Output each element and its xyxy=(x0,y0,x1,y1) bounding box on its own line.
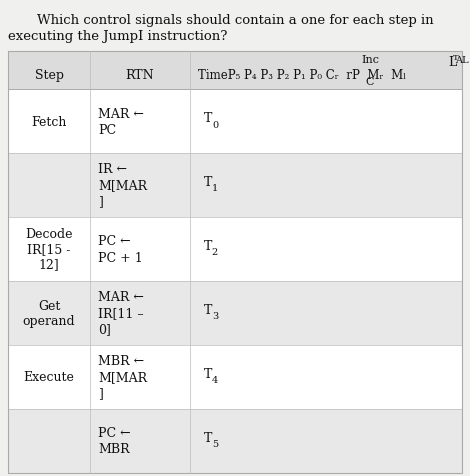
Text: 1: 1 xyxy=(212,184,218,193)
Text: AL: AL xyxy=(455,56,469,65)
Bar xyxy=(8,345,462,409)
Text: T: T xyxy=(204,176,212,189)
Text: T: T xyxy=(204,304,212,317)
Text: 0: 0 xyxy=(212,120,218,129)
Bar xyxy=(8,409,462,473)
Text: L: L xyxy=(448,56,456,69)
Text: Decode
IR[15 -
12]: Decode IR[15 - 12] xyxy=(25,228,73,271)
Text: Which control signals should contain a one for each step in: Which control signals should contain a o… xyxy=(37,14,433,27)
Text: T: T xyxy=(204,240,212,253)
Text: Step: Step xyxy=(34,69,63,82)
Text: Fetch: Fetch xyxy=(31,115,67,128)
Bar xyxy=(8,281,462,345)
Text: PC ←
MBR: PC ← MBR xyxy=(98,426,131,456)
Text: 4: 4 xyxy=(212,376,218,385)
Text: 3: 3 xyxy=(212,312,218,321)
Text: IR ←
M[MAR
]: IR ← M[MAR ] xyxy=(98,163,147,208)
Bar xyxy=(8,90,462,154)
Bar xyxy=(8,218,462,281)
Text: T: T xyxy=(204,368,212,381)
Text: Get
operand: Get operand xyxy=(23,299,75,327)
Bar xyxy=(8,52,462,90)
Text: PC ←
PC + 1: PC ← PC + 1 xyxy=(98,235,143,264)
Text: C: C xyxy=(366,77,374,87)
Text: executing the JumpI instruction?: executing the JumpI instruction? xyxy=(8,30,227,43)
Text: Execute: Execute xyxy=(24,371,74,384)
Text: 2: 2 xyxy=(212,248,218,257)
Text: Inc: Inc xyxy=(361,55,379,65)
Text: T: T xyxy=(453,54,459,62)
Text: MAR ←
PC: MAR ← PC xyxy=(98,107,144,136)
Text: 5: 5 xyxy=(212,439,218,448)
Text: TimeP₅ P₄ P₃ P₂ P₁ P₀ Cᵣ  rP  Mᵣ  Mₗ: TimeP₅ P₄ P₃ P₂ P₁ P₀ Cᵣ rP Mᵣ Mₗ xyxy=(198,69,406,82)
Bar xyxy=(8,154,462,218)
Text: T: T xyxy=(204,112,212,125)
Text: MBR ←
M[MAR
]: MBR ← M[MAR ] xyxy=(98,355,147,400)
Text: T: T xyxy=(204,432,212,445)
Text: MAR ←
IR[11 –
0]: MAR ← IR[11 – 0] xyxy=(98,291,144,336)
Text: RTN: RTN xyxy=(125,69,154,82)
